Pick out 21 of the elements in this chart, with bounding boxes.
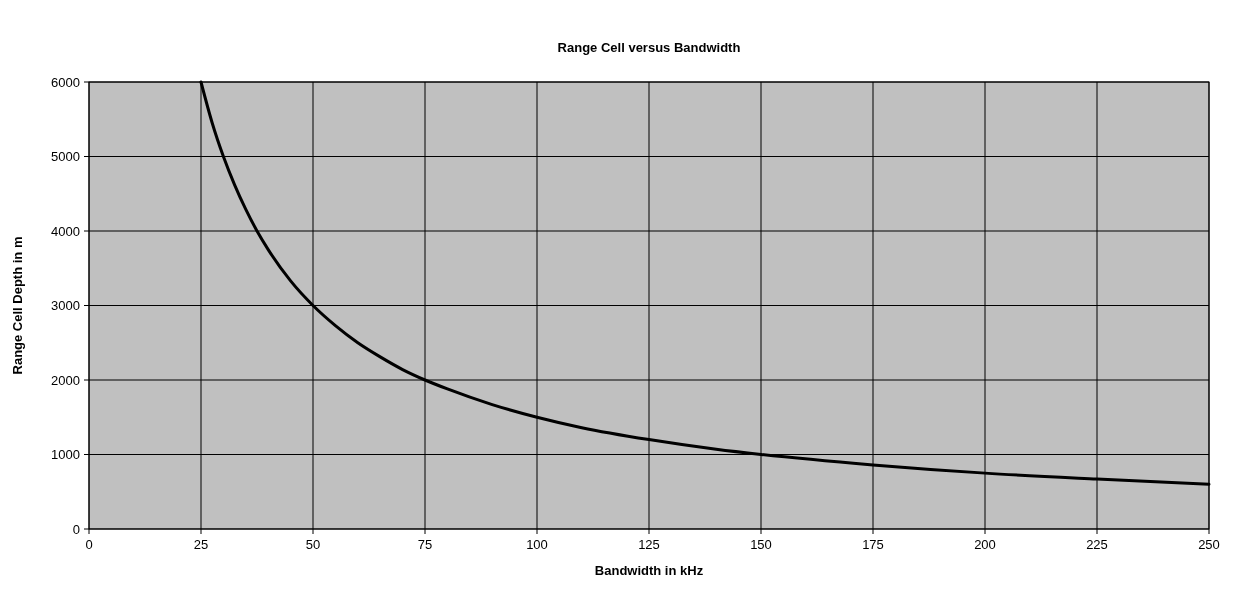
y-tick-label: 4000 [51,223,80,239]
x-tick-label: 175 [862,537,884,552]
y-tick-label: 6000 [51,74,80,90]
y-tick-label: 0 [72,521,80,537]
y-tick-label: 1000 [51,447,80,462]
y-tick-label: 5000 [51,149,80,164]
x-tick-label: 200 [974,537,996,552]
x-tick-label: 150 [750,537,772,552]
y-axis-title: Range Cell Depth in m [10,236,25,375]
y-tick-label: 2000 [51,372,80,388]
x-axis-title: Bandwidth in kHz [594,563,704,578]
x-tick-label: 0 [85,537,93,552]
chart-title: Range Cell versus Bandwidth [557,40,741,55]
x-tick-label: 50 [305,537,321,552]
y-tick-label: 3000 [51,298,80,313]
x-tick-label: 125 [638,537,660,552]
x-tick-label: 225 [1086,537,1108,552]
x-tick-label: 250 [1198,537,1220,552]
x-tick-label: 100 [526,537,548,552]
x-tick-label: 25 [193,537,209,552]
x-tick-label: 75 [417,537,433,552]
